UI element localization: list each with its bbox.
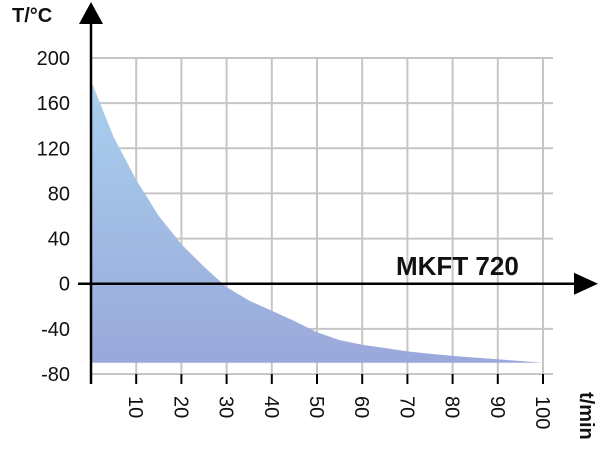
y-tick-label--80: -80	[41, 364, 70, 386]
x-axis-title: t/min	[575, 392, 597, 440]
x-tick-label-60: 60	[350, 396, 372, 418]
y-tick-label-80: 80	[48, 183, 70, 205]
y-tick-label--40: -40	[41, 319, 70, 341]
model-annotation: MKFT 720	[396, 251, 519, 281]
x-tick-label-80: 80	[441, 396, 463, 418]
y-axis-title: T/°C	[12, 5, 52, 27]
x-tick-label-30: 30	[215, 396, 237, 418]
x-axis-arrow	[574, 272, 598, 295]
y-tick-label-160: 160	[37, 93, 70, 115]
y-tick-label-120: 120	[37, 138, 70, 160]
x-tick-label-90: 90	[486, 396, 508, 418]
y-tick-label-40: 40	[48, 229, 70, 251]
y-tick-label-0: 0	[59, 274, 70, 296]
x-tick-label-70: 70	[395, 396, 417, 418]
y-tick-labels: 200 160 120 80 40 0 -40 -80	[37, 48, 70, 386]
x-tick-label-10: 10	[124, 396, 146, 418]
axes	[78, 2, 598, 384]
y-tick-label-200: 200	[37, 48, 70, 70]
temperature-area	[91, 80, 543, 363]
x-tick-label-40: 40	[260, 396, 282, 418]
x-tick-label-100: 100	[531, 396, 553, 429]
x-tick-label-50: 50	[305, 396, 327, 418]
y-axis-arrow	[79, 2, 103, 24]
x-tick-labels: 10 20 30 40 50 60 70 80 90 100	[124, 396, 553, 429]
x-tick-label-20: 20	[169, 396, 191, 418]
